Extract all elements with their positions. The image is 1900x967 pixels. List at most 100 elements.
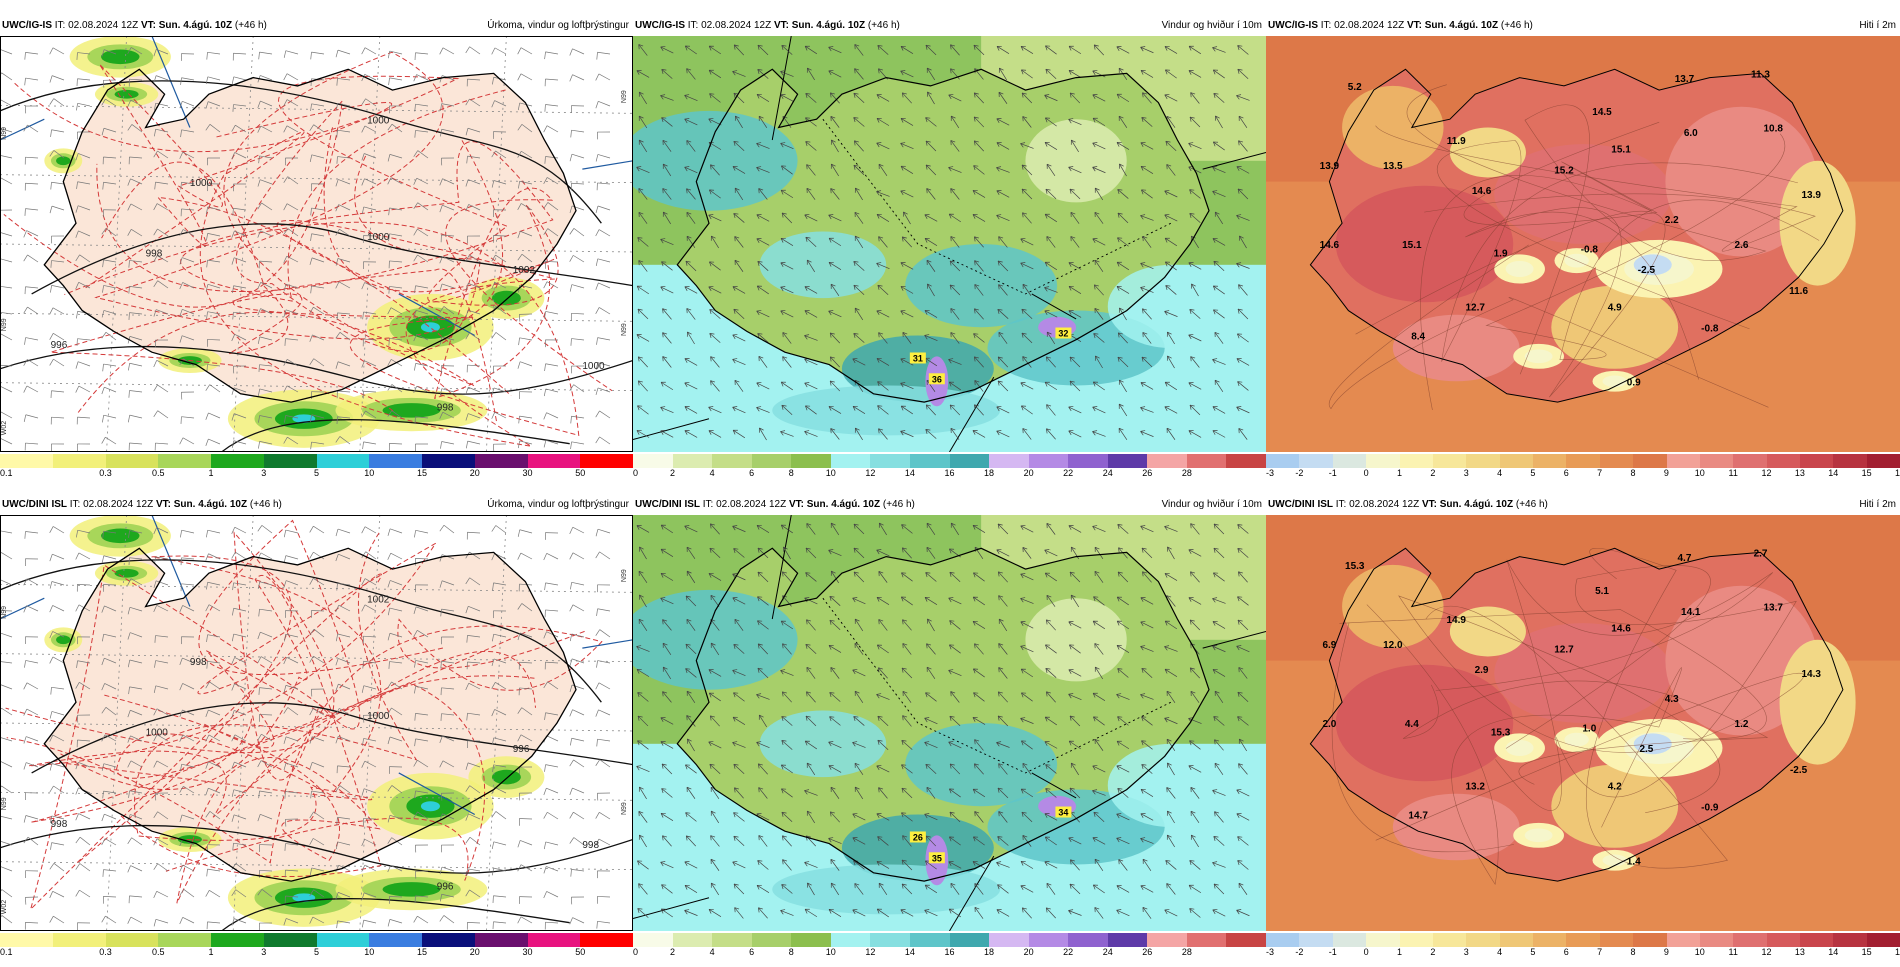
isobar-label: 996 — [51, 340, 68, 351]
temperature-label: 14.9 — [1446, 615, 1466, 626]
colorbar-swatch — [1500, 454, 1533, 468]
colorbar-tick: 3 — [261, 947, 266, 957]
temperature-label: 14.6 — [1472, 186, 1492, 197]
temperature-label: 4.3 — [1665, 694, 1679, 705]
field-title: Hiti í 2m — [1859, 18, 1896, 34]
colorbar-swatch — [1029, 933, 1069, 947]
colorbar-tick: 20 — [470, 468, 480, 478]
colorbar-tick: 1 — [1397, 468, 1402, 478]
colorbar-tick: 14 — [905, 947, 915, 957]
colorbar-swatch — [1600, 933, 1633, 947]
temperature-label: 4.4 — [1405, 719, 1419, 730]
temperature-label: 1.2 — [1735, 719, 1749, 730]
colorbar-tick: 7 — [1597, 468, 1602, 478]
isobar-label: 1000 — [367, 232, 390, 243]
colorbar-tick: 2 — [1430, 468, 1435, 478]
lead-time: (+46 h) — [250, 499, 282, 510]
colorbar-swatch — [1667, 454, 1700, 468]
temperature-label: 15.1 — [1402, 240, 1422, 251]
temperature-label: 14.5 — [1592, 107, 1612, 118]
temperature-label: 0.9 — [1627, 377, 1641, 388]
colorbar-temp: -3-2-1012345678910111213141516 — [1266, 933, 1900, 951]
colorbar-tick: 6 — [749, 947, 754, 957]
grid-label: N99 — [1, 797, 8, 810]
colorbar-tick: 1 — [1397, 947, 1402, 957]
panel-header: UWC/IG-IS IT: 02.08.2024 12Z VT: Sun. 4.… — [0, 18, 633, 34]
colorbar-swatch — [1068, 933, 1108, 947]
colorbar-tick: 12 — [1762, 468, 1772, 478]
temperature-label: 6.9 — [1322, 640, 1336, 651]
colorbar-tick: 20 — [1024, 947, 1034, 957]
grid-label: N99 — [621, 802, 628, 815]
colorbar-swatch — [1187, 454, 1227, 468]
colorbar-tick: 26 — [1142, 468, 1152, 478]
colorbar-swatch — [264, 454, 317, 468]
colorbar-tick: 10 — [364, 468, 374, 478]
temperature-label: 13.7 — [1675, 74, 1695, 85]
colorbar-swatch — [989, 933, 1029, 947]
colorbar-tick: 9 — [1664, 468, 1669, 478]
colorbar-tick: 22 — [1063, 468, 1073, 478]
colorbar-swatch — [1733, 454, 1766, 468]
lead-time: (+46 h) — [1516, 499, 1548, 510]
colorbar-swatch — [1833, 933, 1866, 947]
colorbar-swatch — [211, 454, 264, 468]
colorbar-tick: 5 — [314, 468, 319, 478]
colorbar-tick: 15 — [1862, 468, 1872, 478]
colorbar-tick: 4 — [710, 947, 715, 957]
colorbar-tick: 6 — [1564, 947, 1569, 957]
colorbar-tick: 28 — [1182, 947, 1192, 957]
colorbar-tick: 0.1 — [0, 468, 13, 478]
temperature-label: 13.7 — [1763, 603, 1783, 614]
colorbar-swatch — [1767, 933, 1800, 947]
temperature-label: 15.2 — [1554, 165, 1574, 176]
colorbar-swatch — [0, 454, 53, 468]
colorbar-tick: 1 — [208, 468, 213, 478]
colorbar-tick: -1 — [1329, 947, 1337, 957]
colorbar-swatch — [910, 933, 950, 947]
gust-label: 31 — [913, 353, 923, 363]
temperature-label: 14.1 — [1681, 607, 1701, 618]
temperature-label: 14.6 — [1320, 240, 1340, 251]
temperature-label: 2.6 — [1735, 240, 1749, 251]
colorbar-tick: 12 — [865, 468, 875, 478]
valid-time: VT: Sun. 4.ágú. 10Z — [774, 20, 865, 31]
colorbar-tick: 22 — [1063, 947, 1073, 957]
colorbar-swatch — [1400, 454, 1433, 468]
colorbar-swatch — [870, 933, 910, 947]
colorbar-swatch — [1633, 933, 1666, 947]
colorbar-tick: -3 — [1266, 947, 1274, 957]
colorbar-swatch — [1867, 454, 1900, 468]
colorbar-tick: 20 — [1024, 468, 1034, 478]
colorbar-swatch — [106, 933, 159, 947]
colorbar-swatch — [1600, 454, 1633, 468]
colorbar-swatch — [106, 454, 159, 468]
colorbar-tick: 16 — [944, 468, 954, 478]
map-panel-temp: UWC/DINI ISL IT: 02.08.2024 12Z VT: Sun.… — [1266, 497, 1900, 967]
temperature-label: 2.2 — [1665, 215, 1679, 226]
colorbar-swatch — [752, 933, 792, 947]
colorbar-tick: 0.1 — [0, 947, 13, 957]
colorbar-tick: 24 — [1103, 947, 1113, 957]
colorbar-swatch — [369, 454, 422, 468]
temperature-label: 4.9 — [1608, 303, 1622, 314]
colorbar-swatch — [1700, 933, 1733, 947]
colorbar-tick: 13 — [1795, 468, 1805, 478]
colorbar-tick: 12 — [1762, 947, 1772, 957]
colorbar-tick: 6 — [749, 468, 754, 478]
colorbar-tick: 0 — [1364, 468, 1369, 478]
gust-label: 35 — [932, 853, 942, 863]
grid-label: W02 — [1, 421, 8, 436]
isobar-label: 1000 — [146, 727, 169, 738]
colorbar-swatch — [475, 933, 528, 947]
colorbar-swatch — [475, 454, 528, 468]
colorbar-swatch — [1147, 933, 1187, 947]
colorbar-swatch — [870, 454, 910, 468]
colorbar-tick: 20 — [470, 947, 480, 957]
gust-label: 26 — [913, 832, 923, 842]
